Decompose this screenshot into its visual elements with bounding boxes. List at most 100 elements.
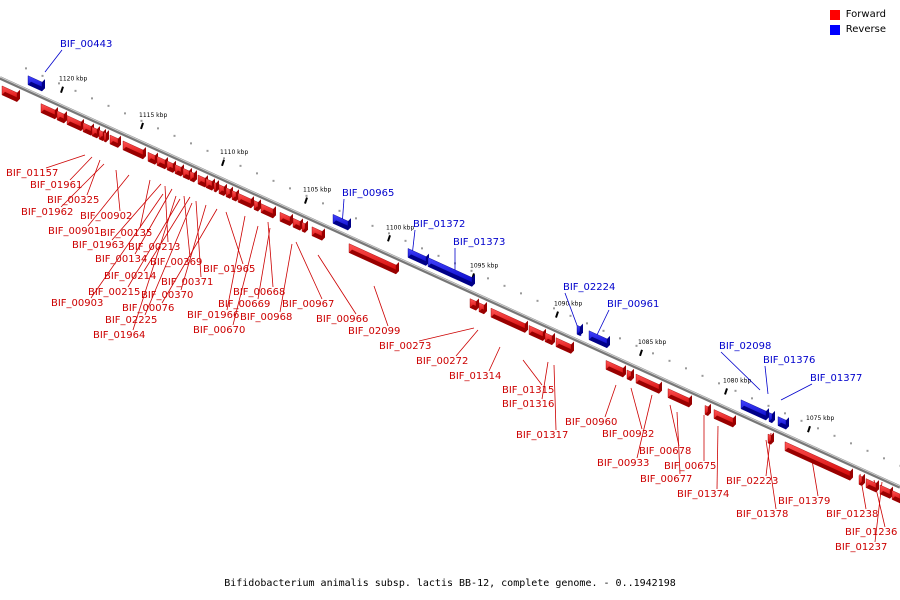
leader-line [604, 384, 617, 418]
scale-tick-label: 1090 kbp [554, 301, 582, 308]
forward-gene-label: BIF_00903 [51, 298, 103, 309]
forward-gene [301, 220, 308, 233]
forward-gene-label: BIF_00669 [218, 299, 270, 310]
leader-line [86, 159, 101, 196]
forward-gene-label: BIF_00932 [602, 429, 654, 440]
ring-dot [718, 382, 720, 385]
forward-gene [237, 192, 254, 209]
leader-line [669, 404, 680, 447]
genome-backbone-highlight [0, 76, 900, 487]
forward-gene-label: BIF_01963 [72, 240, 124, 251]
forward-gene [865, 478, 879, 493]
ring-dot [190, 142, 192, 145]
scale-tick-label: 1115 kbp [139, 112, 167, 119]
scale-tick [639, 349, 643, 357]
ring-dot [355, 217, 357, 220]
ring-dot [107, 104, 110, 107]
ring-dot [619, 337, 621, 340]
reverse-gene [740, 399, 769, 421]
scale-tick [387, 234, 391, 242]
reverse-gene [588, 330, 610, 349]
forward-gene-label: BIF_00678 [639, 446, 691, 457]
leader-line [267, 221, 274, 288]
reverse-swatch [829, 24, 840, 35]
ring-dot [470, 269, 473, 272]
forward-gene-label: BIF_02225 [105, 315, 157, 326]
leader-line [90, 193, 164, 299]
legend-reverse-label: Reverse [845, 24, 886, 35]
leader-line [595, 309, 610, 338]
reverse-gene-label: BIF_01372 [413, 219, 465, 230]
leader-line [115, 169, 121, 212]
forward-gene-label: BIF_01157 [6, 168, 58, 179]
forward-gene-label: BIF_01317 [516, 430, 568, 441]
forward-gene-label: BIF_00213 [128, 242, 180, 253]
reverse-gene-label: BIF_01377 [810, 373, 862, 384]
forward-gene-label: BIF_00902 [80, 211, 132, 222]
genome-backbone [0, 76, 900, 489]
forward-gene [311, 226, 325, 241]
ring-dot [58, 82, 60, 85]
ring-dot [322, 202, 324, 205]
ring-dot [388, 232, 390, 235]
leader-line [45, 154, 86, 169]
leader-line [111, 183, 162, 241]
ring-dot [602, 329, 605, 332]
ring-dot [800, 419, 803, 422]
reverse-gene [27, 75, 45, 92]
forward-gene-label: BIF_00135 [100, 228, 152, 239]
forward-gene [667, 388, 692, 408]
leader-line [720, 351, 761, 391]
ring-dot [256, 172, 258, 175]
scale-tick [724, 388, 728, 395]
forward-gene-label: BIF_00675 [664, 461, 716, 472]
leader-line [183, 195, 191, 258]
ring-dot [569, 314, 572, 317]
forward-gene [260, 203, 276, 219]
scale-tick [807, 425, 811, 433]
ring-dot [289, 187, 291, 190]
leader-line [127, 198, 181, 288]
ring-dot [883, 457, 885, 460]
forward-gene-label: BIF_00901 [48, 226, 100, 237]
leader-line [257, 227, 271, 300]
forward-gene-label: BIF_01379 [778, 496, 830, 507]
scale-tick [140, 122, 144, 130]
ring-dot [685, 367, 687, 370]
reverse-gene-label: BIF_02098 [719, 341, 771, 352]
forward-gene [253, 199, 261, 212]
forward-gene [182, 167, 192, 181]
reverse-gene-label: BIF_02224 [563, 282, 615, 293]
forward-gene [218, 183, 227, 197]
forward-gene [348, 243, 399, 275]
forward-gene [704, 403, 711, 417]
ring-dot [487, 277, 489, 280]
ring-dot [173, 134, 176, 137]
leader-line [232, 225, 259, 326]
reverse-gene-label: BIF_00961 [607, 299, 659, 310]
leader-line [541, 361, 549, 400]
leader-line [716, 425, 719, 490]
reverse-gene [777, 416, 789, 430]
leader-line [180, 204, 207, 291]
forward-gene [56, 110, 67, 124]
forward-gene-label: BIF_01965 [203, 264, 255, 275]
forward-gene-label: BIF_00370 [141, 290, 193, 301]
forward-gene-label: BIF_01314 [449, 371, 501, 382]
forward-gene-label: BIF_01238 [826, 509, 878, 520]
leader-line [780, 383, 813, 401]
scale-tick-label: 1105 kbp [303, 187, 331, 194]
forward-gene [122, 140, 146, 160]
forward-gene [879, 484, 893, 499]
forward-gene-label: BIF_00273 [379, 341, 431, 352]
ring-dot [586, 322, 588, 325]
leader-line [676, 411, 681, 475]
forward-gene-label: BIF_00214 [104, 271, 156, 282]
forward-gene [1, 85, 20, 103]
forward-gene [544, 332, 555, 346]
forward-gene [205, 178, 215, 191]
scale-tick [304, 197, 308, 204]
scale-tick-label: 1100 kbp [386, 224, 414, 231]
ring-dot [553, 307, 555, 310]
